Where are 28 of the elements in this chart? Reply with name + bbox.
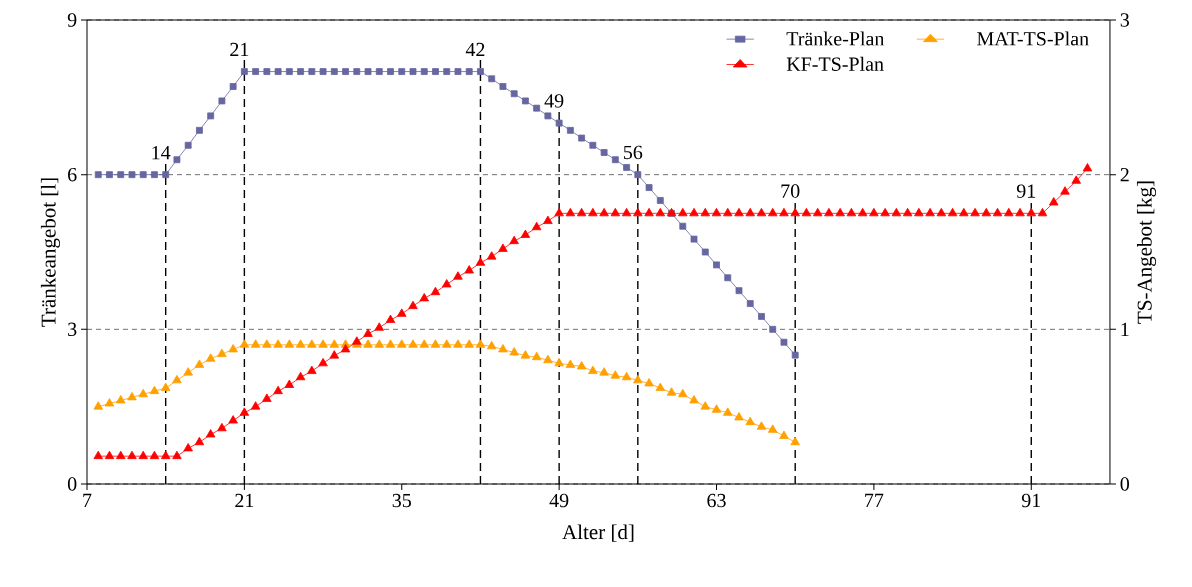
x-tick-label: 91 (1021, 493, 1041, 508)
y-tick-label: 9 (67, 13, 77, 27)
x-tick-label: 35 (392, 493, 411, 508)
ref-line-label: 70 (781, 184, 800, 198)
y-tick-label: 6 (68, 167, 77, 182)
ref-line-label: 42 (465, 42, 485, 57)
y2-tick-label: 3 (1120, 13, 1130, 27)
y2-tick-label: 1 (1121, 322, 1129, 336)
y2-tick-label: 0 (1120, 477, 1130, 491)
legend-label: Tränke-Plan (786, 31, 885, 46)
x-tick-label: 7 (83, 493, 92, 507)
y-axis-title: Tränkeangebot [l] (40, 178, 60, 327)
ref-line-label: 14 (152, 145, 171, 160)
x-tick-label: 21 (235, 493, 254, 508)
x-tick-label: 49 (549, 493, 569, 508)
y2-tick-label: 2 (1120, 168, 1129, 182)
x-tick-label: 63 (707, 493, 726, 508)
legend-label: MAT-TS-Plan (977, 31, 1089, 46)
y-tick-label: 3 (68, 322, 77, 337)
legend-label: KF-TS-Plan (786, 56, 884, 71)
ref-line-label: 21 (230, 42, 249, 57)
ref-line-label: 91 (1016, 184, 1036, 198)
x-axis-title: Alter [d] (562, 524, 634, 542)
y2-axis-title: TS-Angebot [kg] (1136, 181, 1157, 324)
x-tick-label: 77 (865, 493, 884, 507)
y-tick-label: 0 (67, 477, 77, 491)
ref-line-label: 56 (623, 145, 643, 160)
ref-line-label: 49 (544, 94, 564, 108)
